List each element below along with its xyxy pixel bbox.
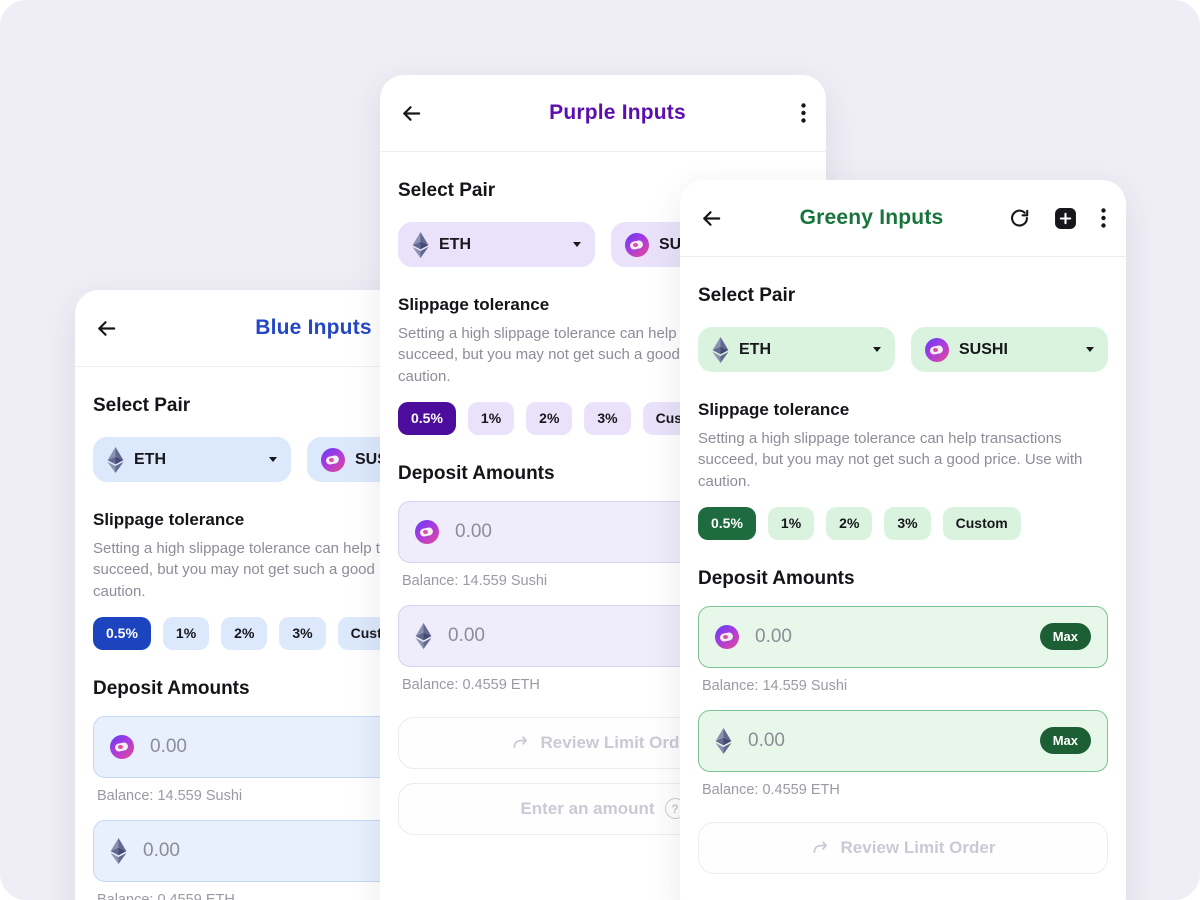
review-button-label: Review Limit Order bbox=[840, 837, 996, 857]
sushi-amount-input[interactable] bbox=[753, 624, 1040, 649]
slippage-options: 0.5% 1% 2% 3% Custom bbox=[698, 506, 1108, 540]
kebab-menu-icon bbox=[801, 103, 806, 123]
arrow-up-right-icon bbox=[512, 736, 527, 748]
eth-icon bbox=[107, 446, 124, 473]
token-select-eth[interactable]: ETH bbox=[93, 437, 291, 482]
greeny-header: Greeny Inputs bbox=[680, 180, 1126, 257]
eth-balance-label: Balance: 0.4559 ETH bbox=[402, 676, 540, 693]
sushi-amount-field: Max bbox=[698, 605, 1108, 668]
chevron-down-icon bbox=[573, 242, 581, 247]
sushi-icon bbox=[321, 447, 345, 472]
slippage-heading: Slippage tolerance bbox=[398, 295, 550, 314]
review-limit-order-button[interactable]: Review Limit Order bbox=[698, 821, 1108, 874]
deposit-heading: Deposit Amounts bbox=[93, 677, 250, 699]
arrow-left-icon bbox=[403, 105, 421, 121]
slippage-heading: Slippage tolerance bbox=[93, 510, 245, 529]
add-box-icon bbox=[1055, 207, 1076, 229]
sushi-icon bbox=[715, 624, 739, 649]
sushi-icon bbox=[925, 337, 949, 362]
arrow-up-right-icon bbox=[812, 841, 827, 853]
deposit-heading: Deposit Amounts bbox=[698, 567, 855, 589]
deposit-heading: Deposit Amounts bbox=[398, 462, 555, 484]
slippage-chip-0.5[interactable]: 0.5% bbox=[398, 401, 456, 435]
kebab-menu-button[interactable] bbox=[801, 103, 806, 123]
token-label: ETH bbox=[439, 235, 471, 253]
chevron-down-icon bbox=[1086, 347, 1094, 352]
sushi-balance-label: Balance: 14.559 Sushi bbox=[97, 787, 243, 804]
slippage-chip-3[interactable]: 3% bbox=[584, 401, 631, 435]
token-select-eth[interactable]: ETH bbox=[398, 222, 595, 267]
back-button[interactable] bbox=[400, 102, 434, 125]
chevron-down-icon bbox=[269, 457, 277, 462]
eth-icon bbox=[415, 622, 432, 649]
review-button-label: Review Limit Order bbox=[540, 732, 696, 752]
sushi-icon bbox=[625, 232, 649, 257]
eth-icon bbox=[715, 727, 732, 754]
slippage-chip-0.5[interactable]: 0.5% bbox=[698, 506, 756, 540]
header-actions bbox=[1009, 207, 1106, 230]
add-box-button[interactable] bbox=[1054, 207, 1077, 230]
kebab-menu-icon bbox=[1101, 208, 1106, 228]
refresh-button[interactable] bbox=[1009, 208, 1030, 229]
slippage-chip-1[interactable]: 1% bbox=[767, 506, 815, 540]
token-select-sushi[interactable]: SUSHI bbox=[911, 327, 1108, 372]
chevron-down-icon bbox=[873, 347, 881, 352]
purple-header: Purple Inputs bbox=[380, 75, 826, 152]
card-greeny-inputs: Greeny Inputs Select Pair ETH bbox=[680, 180, 1126, 900]
select-pair-heading: Select Pair bbox=[698, 285, 796, 306]
slippage-chip-1[interactable]: 1% bbox=[467, 401, 515, 435]
kebab-menu-button[interactable] bbox=[1101, 208, 1106, 228]
arrow-left-icon bbox=[98, 320, 116, 336]
eth-amount-input[interactable] bbox=[746, 728, 1040, 753]
card-body: Select Pair ETH SUSHI Slippage tolerance… bbox=[680, 285, 1126, 874]
slippage-chip-2[interactable]: 2% bbox=[526, 401, 573, 435]
slippage-options: 0.5% 1% 2% 3% Custom bbox=[398, 401, 808, 435]
token-label: ETH bbox=[739, 340, 771, 358]
page-title: Greeny Inputs bbox=[799, 206, 944, 229]
sushi-icon bbox=[110, 734, 134, 759]
sushi-icon bbox=[415, 519, 439, 544]
slippage-chip-3[interactable]: 3% bbox=[884, 506, 931, 540]
arrow-left-icon bbox=[703, 210, 721, 226]
refresh-icon bbox=[1011, 209, 1029, 227]
header-actions bbox=[801, 103, 806, 123]
eth-icon bbox=[412, 231, 429, 258]
token-label: SUSHI bbox=[959, 340, 1008, 358]
slippage-chip-1[interactable]: 1% bbox=[162, 616, 210, 650]
token-label: ETH bbox=[134, 450, 166, 468]
eth-icon bbox=[110, 837, 127, 864]
eth-balance-label: Balance: 0.4559 ETH bbox=[97, 891, 235, 900]
select-pair-heading: Select Pair bbox=[398, 180, 496, 201]
eth-icon bbox=[712, 336, 729, 363]
sushi-balance-label: Balance: 14.559 Sushi bbox=[402, 572, 548, 589]
eth-balance-label: Balance: 0.4559 ETH bbox=[702, 781, 840, 798]
select-pair-heading: Select Pair bbox=[93, 395, 191, 416]
back-button[interactable] bbox=[95, 317, 129, 340]
eth-amount-field: Max bbox=[698, 709, 1108, 772]
back-button[interactable] bbox=[700, 207, 734, 230]
pair-row: ETH SUSHI bbox=[698, 327, 1108, 372]
page-title: Purple Inputs bbox=[549, 101, 686, 124]
slippage-chip-3[interactable]: 3% bbox=[279, 616, 326, 650]
slippage-heading: Slippage tolerance bbox=[698, 400, 850, 419]
slippage-chip-2[interactable]: 2% bbox=[826, 506, 873, 540]
page-title: Blue Inputs bbox=[255, 316, 372, 339]
token-select-eth[interactable]: ETH bbox=[698, 327, 895, 372]
enter-amount-label: Enter an amount bbox=[520, 798, 655, 818]
slippage-chip-2[interactable]: 2% bbox=[221, 616, 268, 650]
slippage-description: Setting a high slippage tolerance can he… bbox=[698, 430, 1083, 490]
max-button[interactable]: Max bbox=[1039, 727, 1091, 755]
max-button[interactable]: Max bbox=[1039, 623, 1091, 651]
slippage-chip-0.5[interactable]: 0.5% bbox=[93, 616, 151, 650]
sushi-balance-label: Balance: 14.559 Sushi bbox=[702, 677, 848, 694]
slippage-chip-custom[interactable]: Custom bbox=[942, 506, 1021, 540]
